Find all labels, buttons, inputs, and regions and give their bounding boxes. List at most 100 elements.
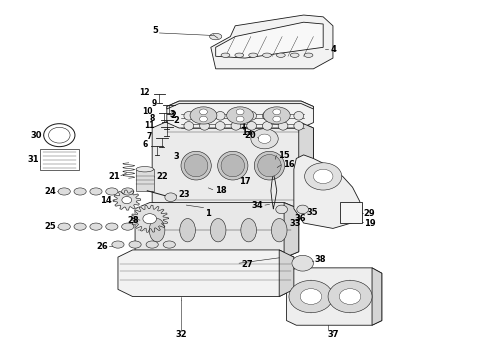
Text: 30: 30 [31, 131, 42, 140]
Ellipse shape [263, 112, 272, 120]
Text: 3: 3 [170, 110, 175, 119]
Text: 8: 8 [149, 114, 155, 123]
Ellipse shape [122, 188, 134, 195]
Text: 2: 2 [173, 116, 179, 125]
Polygon shape [340, 202, 362, 223]
Ellipse shape [221, 154, 245, 177]
Ellipse shape [74, 223, 86, 230]
Circle shape [297, 205, 309, 214]
Text: 13: 13 [240, 121, 252, 130]
Text: 31: 31 [27, 155, 39, 164]
Ellipse shape [241, 219, 256, 242]
Text: 9: 9 [152, 99, 157, 108]
Text: 36: 36 [295, 213, 306, 222]
Ellipse shape [294, 112, 304, 120]
Text: 1: 1 [205, 210, 211, 219]
Polygon shape [118, 250, 294, 297]
Ellipse shape [215, 112, 225, 120]
Ellipse shape [263, 53, 271, 57]
Ellipse shape [278, 112, 288, 120]
Polygon shape [167, 101, 314, 128]
Circle shape [276, 205, 288, 214]
Circle shape [165, 193, 176, 202]
Text: 35: 35 [307, 208, 318, 217]
Ellipse shape [90, 223, 102, 230]
Polygon shape [113, 190, 141, 210]
Polygon shape [135, 203, 299, 258]
Text: 24: 24 [44, 187, 56, 196]
Ellipse shape [247, 112, 257, 120]
Ellipse shape [294, 122, 304, 130]
Text: 3: 3 [173, 152, 179, 161]
Text: 33: 33 [290, 219, 301, 228]
Circle shape [273, 116, 281, 122]
Ellipse shape [190, 107, 217, 124]
Ellipse shape [276, 53, 285, 57]
Text: 25: 25 [44, 222, 56, 231]
Ellipse shape [106, 188, 118, 195]
Ellipse shape [58, 223, 71, 230]
Ellipse shape [112, 241, 124, 248]
Ellipse shape [149, 219, 165, 242]
Ellipse shape [146, 241, 158, 248]
Text: 5: 5 [153, 26, 159, 35]
Text: 34: 34 [252, 201, 264, 210]
Text: 29: 29 [364, 209, 375, 218]
Polygon shape [279, 250, 294, 297]
Ellipse shape [227, 107, 253, 124]
Text: 26: 26 [97, 242, 108, 251]
Text: 21: 21 [108, 172, 120, 181]
Ellipse shape [271, 219, 287, 242]
Polygon shape [131, 205, 168, 232]
Ellipse shape [231, 112, 241, 120]
Ellipse shape [58, 188, 71, 195]
Text: 17: 17 [239, 176, 251, 185]
Text: 6: 6 [142, 140, 147, 149]
Ellipse shape [235, 53, 244, 57]
Ellipse shape [122, 223, 134, 230]
Text: 14: 14 [100, 195, 112, 204]
Ellipse shape [263, 107, 290, 124]
Circle shape [49, 127, 70, 143]
Ellipse shape [184, 154, 208, 177]
Text: 7: 7 [147, 132, 152, 141]
Ellipse shape [304, 53, 313, 57]
Circle shape [236, 116, 244, 122]
Circle shape [328, 280, 372, 313]
Text: 4: 4 [331, 45, 336, 54]
Ellipse shape [163, 241, 175, 248]
Polygon shape [211, 15, 333, 69]
Text: 11: 11 [144, 121, 155, 130]
Text: 19: 19 [364, 219, 375, 228]
Text: 37: 37 [327, 330, 339, 339]
Text: 15: 15 [278, 151, 290, 160]
Text: 13: 13 [241, 128, 252, 137]
Ellipse shape [278, 122, 288, 130]
Ellipse shape [258, 154, 281, 177]
Circle shape [273, 109, 281, 115]
Text: 2: 2 [171, 111, 176, 120]
Polygon shape [284, 203, 299, 258]
Ellipse shape [247, 122, 257, 130]
Ellipse shape [184, 112, 194, 120]
Text: 23: 23 [178, 190, 190, 199]
Ellipse shape [199, 112, 209, 120]
Circle shape [44, 124, 75, 147]
Text: 38: 38 [315, 255, 326, 264]
Circle shape [199, 116, 207, 122]
Polygon shape [152, 122, 314, 209]
Ellipse shape [106, 223, 118, 230]
Text: 22: 22 [156, 172, 168, 181]
Circle shape [300, 289, 322, 305]
Polygon shape [287, 268, 382, 325]
Ellipse shape [290, 53, 299, 57]
Ellipse shape [215, 122, 225, 130]
Ellipse shape [221, 53, 230, 57]
Ellipse shape [74, 188, 86, 195]
Ellipse shape [136, 167, 154, 172]
Ellipse shape [249, 53, 258, 57]
Ellipse shape [231, 122, 241, 130]
Ellipse shape [218, 151, 248, 180]
Text: 12: 12 [139, 88, 150, 97]
Text: 27: 27 [241, 260, 253, 269]
